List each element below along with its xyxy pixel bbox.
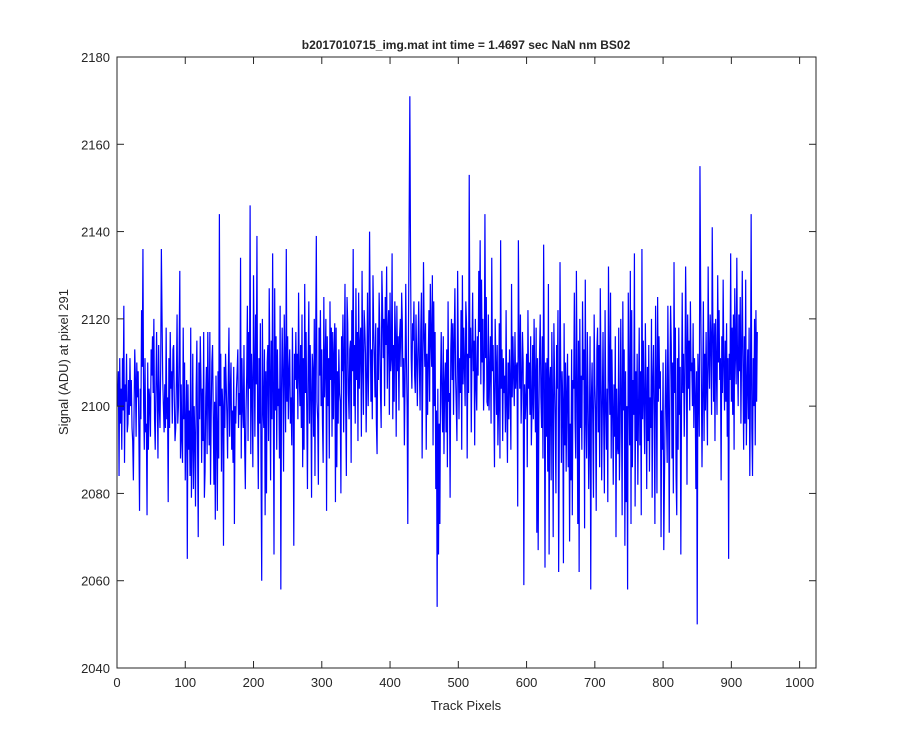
- y-tick-label: 2140: [81, 225, 110, 240]
- chart-title: b2017010715_img.mat int time = 1.4697 se…: [302, 38, 631, 52]
- x-tick-label: 0: [113, 675, 120, 690]
- x-tick-label: 800: [652, 675, 674, 690]
- series-line-0: [117, 96, 758, 625]
- x-tick-label: 500: [447, 675, 469, 690]
- y-tick-label: 2120: [81, 312, 110, 327]
- y-tick-label: 2080: [81, 486, 110, 501]
- x-tick-label: 1000: [785, 675, 814, 690]
- y-axis-label: Signal (ADU) at pixel 291: [56, 289, 71, 435]
- y-axis: 2040 2060 2080 2100 2120 2140 2160 2180: [81, 50, 816, 676]
- x-tick-label: 100: [174, 675, 196, 690]
- x-tick-label: 700: [584, 675, 606, 690]
- x-tick-label: 600: [516, 675, 538, 690]
- x-tick-label: 200: [243, 675, 265, 690]
- y-tick-label: 2100: [81, 399, 110, 414]
- x-tick-label: 900: [721, 675, 743, 690]
- y-tick-label: 2180: [81, 50, 110, 65]
- axes-box: [116, 56, 817, 669]
- plot-series: [117, 96, 758, 625]
- x-axis-label: Track Pixels: [431, 698, 502, 713]
- y-tick-label: 2160: [81, 137, 110, 152]
- x-tick-label: 300: [311, 675, 333, 690]
- y-tick-label: 2040: [81, 661, 110, 676]
- x-tick-label: 400: [379, 675, 401, 690]
- y-tick-label: 2060: [81, 574, 110, 589]
- x-axis: 0 100 200 300 400 500 600 700 800 900 1000: [113, 57, 814, 690]
